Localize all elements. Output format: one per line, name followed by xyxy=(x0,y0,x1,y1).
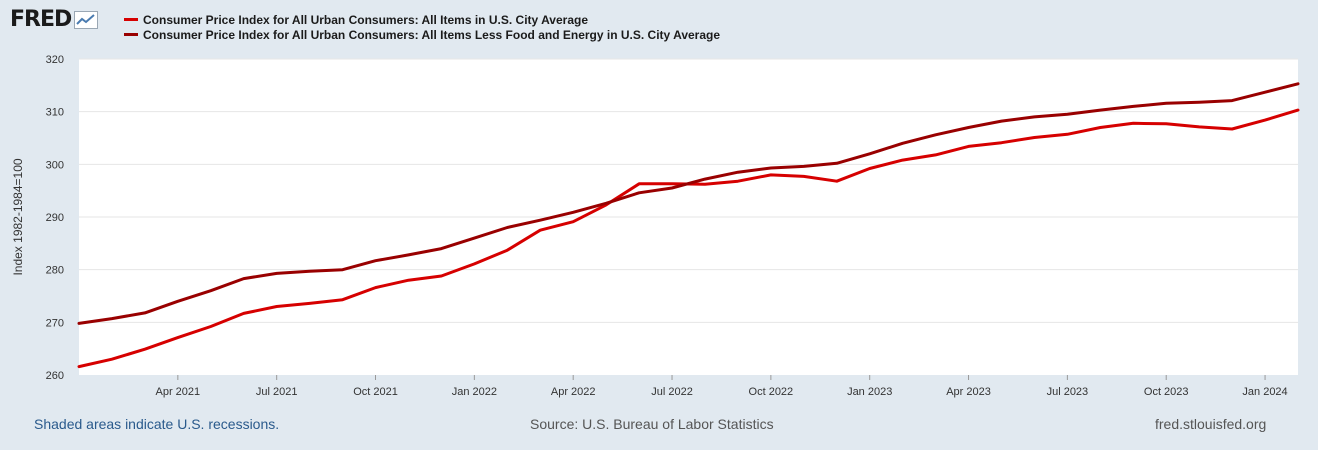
fred-logo[interactable]: FRED xyxy=(10,7,99,32)
y-tick-label-300: 300 xyxy=(46,159,64,171)
x-tick-label-2022-07: Jul 2022 xyxy=(651,386,693,398)
x-tick-label-2024-01: Jan 2024 xyxy=(1242,386,1287,398)
x-tick-label-2022-01: Jan 2022 xyxy=(452,386,497,398)
x-tick-label-2023-01: Jan 2023 xyxy=(847,386,892,398)
legend-label-cpi-all-items: Consumer Price Index for All Urban Consu… xyxy=(143,12,588,27)
legend-item-cpi-all-items[interactable]: Consumer Price Index for All Urban Consu… xyxy=(124,12,720,27)
y-tick-label-310: 310 xyxy=(46,107,64,119)
recession-note-link[interactable]: Shaded areas indicate U.S. recessions. xyxy=(34,416,280,432)
chart-legend: Consumer Price Index for All Urban Consu… xyxy=(124,12,720,42)
x-tick-label-2022-04: Apr 2022 xyxy=(551,386,596,398)
line-chart: 260 270 280 290 300 310 320 Apr 2021 Jul 2021 Oct… xyxy=(11,54,1300,398)
x-tick-label-2023-04: Apr 2023 xyxy=(946,386,991,398)
legend-swatch-cpi-core xyxy=(124,33,138,36)
y-tick-label-290: 290 xyxy=(46,212,64,224)
logo-text: FRED xyxy=(10,7,72,32)
y-tick-label-320: 320 xyxy=(46,54,64,66)
series-line-2 xyxy=(77,82,1300,325)
legend-label-cpi-core: Consumer Price Index for All Urban Consu… xyxy=(143,27,721,42)
x-tick-label-2021-10: Oct 2021 xyxy=(353,386,398,398)
x-tick-label-2023-10: Oct 2023 xyxy=(1144,386,1189,398)
x-tick-label-2022-10: Oct 2022 xyxy=(749,386,794,398)
chart-line-icon xyxy=(74,10,99,29)
legend-swatch-cpi-all-items xyxy=(124,18,138,21)
x-tick-label-2023-07: Jul 2023 xyxy=(1047,386,1089,398)
legend-item-cpi-core[interactable]: Consumer Price Index for All Urban Consu… xyxy=(124,27,720,42)
y-axis-label: Index 1982-1984=100 xyxy=(11,158,25,275)
x-tick-label-2021-07: Jul 2021 xyxy=(256,386,298,398)
y-tick-label-280: 280 xyxy=(46,265,64,277)
y-tick-label-270: 270 xyxy=(46,317,64,329)
y-tick-label-260: 260 xyxy=(46,370,64,382)
source-text: Source: U.S. Bureau of Labor Statistics xyxy=(530,416,774,432)
x-tick-label-2021-04: Apr 2021 xyxy=(156,386,201,398)
site-url[interactable]: fred.stlouisfed.org xyxy=(1155,416,1267,432)
